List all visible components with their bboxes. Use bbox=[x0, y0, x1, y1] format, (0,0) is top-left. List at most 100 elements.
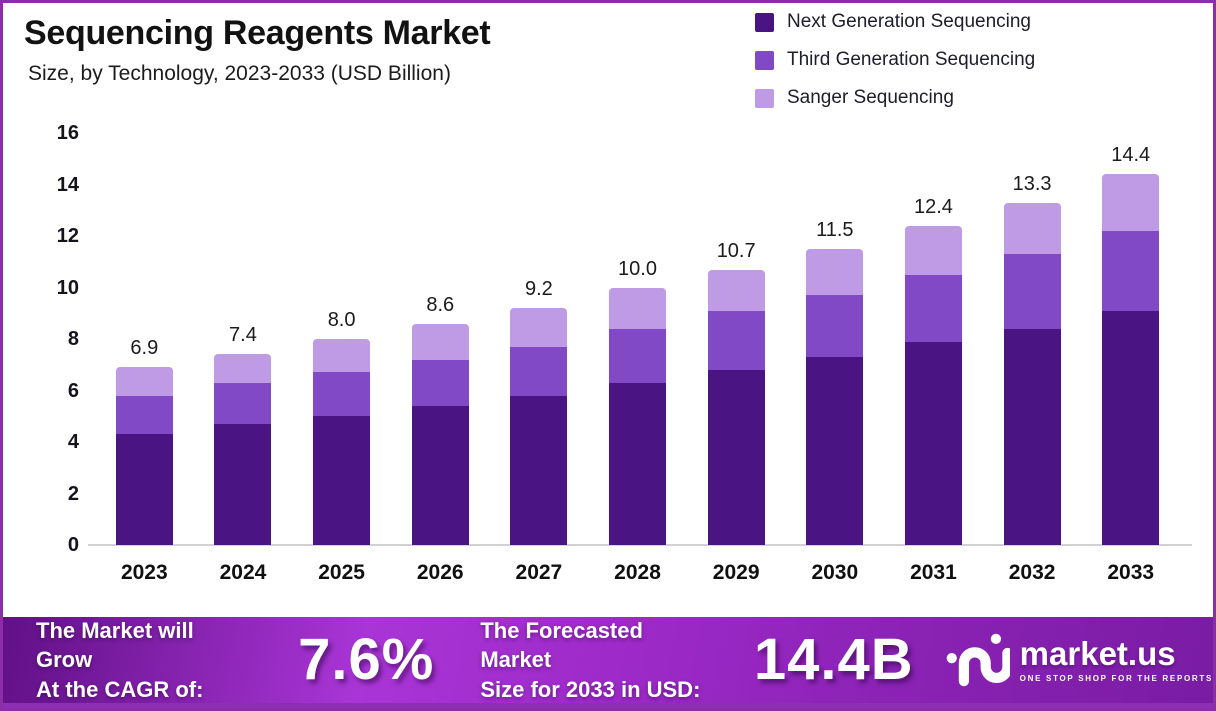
y-axis-tick-label: 12 bbox=[56, 225, 79, 247]
legend-swatch bbox=[755, 88, 774, 108]
footer-bottom-strip bbox=[3, 703, 1213, 708]
bar-segment-tgs bbox=[1003, 254, 1061, 329]
bar-column: 12.4 bbox=[884, 133, 983, 545]
forecast-label-line1: The Forecasted Market bbox=[480, 618, 643, 673]
y-axis-tick-label: 10 bbox=[56, 276, 79, 299]
bar-segment-tgs bbox=[1102, 230, 1160, 311]
bar-column: 10.7 bbox=[687, 133, 786, 545]
bar-total-label: 11.5 bbox=[816, 218, 854, 241]
bar-segment-sanger bbox=[1102, 174, 1160, 231]
bar-segment-ngs bbox=[214, 423, 272, 545]
y-axis-tick-label: 16 bbox=[56, 122, 79, 144]
x-axis-category-label: 2023 bbox=[120, 561, 168, 584]
y-axis-tick-label: 14 bbox=[56, 173, 79, 196]
legend-swatch bbox=[755, 50, 774, 70]
bar-column: 10.0 bbox=[588, 133, 687, 545]
x-axis-line bbox=[88, 544, 1192, 546]
chart-legend: Next Generation Sequencing Third Generati… bbox=[755, 11, 1035, 109]
y-axis-tick-label: 8 bbox=[67, 328, 79, 350]
bar-segment-sanger bbox=[510, 308, 568, 347]
bar-column: 6.9 bbox=[95, 133, 194, 545]
x-axis-category-label: 2025 bbox=[318, 561, 365, 584]
bar-column: 11.5 bbox=[785, 133, 884, 545]
bar-segment-ngs bbox=[313, 416, 371, 545]
y-axis-tick-label: 6 bbox=[67, 379, 79, 402]
bar-segment-sanger bbox=[313, 339, 371, 373]
forecast-label-line2: Size for 2033 in USD: bbox=[480, 676, 701, 702]
bar-segment-tgs bbox=[806, 295, 864, 358]
legend-item: Third Generation Sequencing bbox=[755, 49, 1035, 71]
legend-item: Next Generation Sequencing bbox=[755, 11, 1035, 33]
bar-total-label: 13.3 bbox=[1012, 172, 1052, 195]
bar-total-label: 7.4 bbox=[229, 324, 257, 347]
bar-segment-ngs bbox=[1003, 328, 1061, 545]
bar-segment-tgs bbox=[707, 310, 765, 370]
forecast-label: The Forecasted Market Size for 2033 in U… bbox=[480, 616, 718, 703]
page-subtitle: Size, by Technology, 2023-2033 (USD Bill… bbox=[28, 62, 451, 85]
bar-segment-ngs bbox=[115, 434, 173, 545]
y-axis-tick-label: 4 bbox=[67, 431, 79, 453]
brand-text: market.us ONE STOP SHOP FOR THE REPORTS bbox=[1020, 637, 1213, 683]
bar-segment-sanger bbox=[411, 323, 469, 360]
x-axis-category-label: 2024 bbox=[219, 561, 267, 584]
bar-segment-sanger bbox=[904, 225, 962, 275]
bar-column: 8.0 bbox=[292, 133, 391, 545]
bar-segment-ngs bbox=[904, 341, 962, 545]
brand-name: market.us bbox=[1019, 635, 1176, 672]
brand-tagline: ONE STOP SHOP FOR THE REPORTS bbox=[1019, 674, 1213, 683]
bar-column: 8.6 bbox=[391, 133, 490, 545]
bars-area: 6.9 7.4 8.0 8.6 9.2 10.0 10.7 11.5 12.4 13.3 14.4 bbox=[95, 133, 1180, 545]
cagr-value: 7.6% bbox=[298, 627, 435, 692]
bar-column: 14.4 bbox=[1081, 133, 1180, 545]
x-axis-category-label: 2030 bbox=[811, 561, 859, 584]
x-axis-category-label: 2033 bbox=[1107, 561, 1155, 584]
bar-column: 9.2 bbox=[490, 133, 589, 545]
page-title: Sequencing Reagents Market bbox=[24, 14, 491, 52]
bar-segment-sanger bbox=[806, 248, 864, 296]
bar-segment-sanger bbox=[609, 287, 667, 329]
legend-label: Next Generation Sequencing bbox=[787, 11, 1031, 32]
bar-segment-ngs bbox=[609, 382, 667, 545]
bar-segment-sanger bbox=[1003, 202, 1061, 255]
bar-segment-sanger bbox=[707, 269, 765, 311]
bar-segment-tgs bbox=[214, 382, 272, 424]
bar-segment-ngs bbox=[806, 357, 864, 545]
x-axis-category-label: 2026 bbox=[416, 561, 464, 584]
bar-column: 13.3 bbox=[983, 133, 1082, 545]
cagr-label-line1: The Market will Grow bbox=[36, 618, 194, 673]
bar-total-label: 14.4 bbox=[1111, 144, 1151, 167]
cagr-label: The Market will Grow At the CAGR of: bbox=[36, 616, 254, 703]
bar-segment-tgs bbox=[411, 359, 469, 406]
brand-logo: market.us ONE STOP SHOP FOR THE REPORTS bbox=[946, 631, 1213, 689]
bar-segment-ngs bbox=[707, 369, 765, 545]
legend-item: Sanger Sequencing bbox=[755, 87, 1035, 109]
bar-total-label: 8.0 bbox=[327, 309, 356, 332]
x-axis-category-label: 2032 bbox=[1008, 561, 1056, 584]
bar-segment-tgs bbox=[313, 372, 371, 417]
bar-segment-tgs bbox=[115, 395, 173, 435]
bar-segment-tgs bbox=[609, 328, 667, 383]
y-axis-tick-label: 0 bbox=[67, 534, 79, 556]
cagr-label-line2: At the CAGR of: bbox=[36, 676, 204, 702]
bar-segment-ngs bbox=[411, 405, 469, 545]
bar-column: 7.4 bbox=[194, 133, 293, 545]
x-axis-labels: 2023 2024 2025 2026 2027 2028 2029 2030 2031 2032… bbox=[95, 561, 1180, 585]
legend-swatch bbox=[755, 12, 774, 32]
x-axis-category-label: 2029 bbox=[712, 561, 760, 584]
bar-total-label: 9.2 bbox=[524, 278, 553, 301]
footer-banner: The Market will Grow At the CAGR of: 7.6… bbox=[3, 617, 1213, 703]
x-axis-category-label: 2027 bbox=[515, 561, 563, 584]
bar-total-label: 6.9 bbox=[130, 337, 159, 360]
forecast-value: 14.4B bbox=[753, 627, 914, 692]
bar-total-label: 10.0 bbox=[618, 257, 657, 280]
bar-segment-sanger bbox=[115, 367, 173, 396]
legend-label: Third Generation Sequencing bbox=[787, 49, 1036, 70]
x-axis-category-label: 2028 bbox=[614, 561, 661, 584]
bar-segment-tgs bbox=[904, 274, 962, 342]
bar-total-label: 8.6 bbox=[426, 293, 455, 316]
bar-segment-sanger bbox=[214, 354, 272, 383]
x-axis-category-label: 2031 bbox=[910, 561, 957, 584]
bar-segment-tgs bbox=[510, 346, 568, 396]
market-us-logo-icon bbox=[946, 633, 1010, 687]
